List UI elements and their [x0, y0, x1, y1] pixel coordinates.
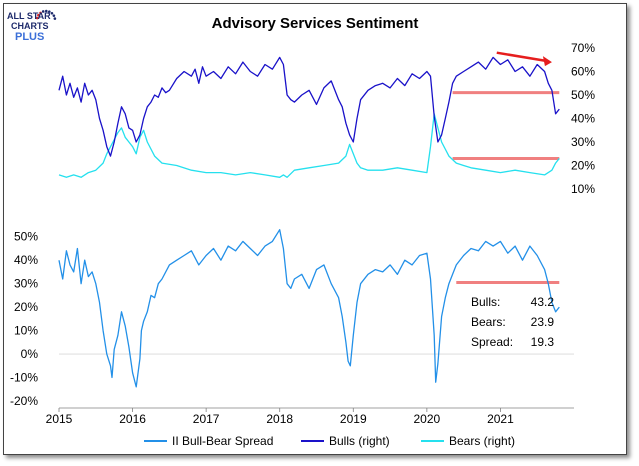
logo-dots-icon — [35, 9, 57, 20]
bottom-axis-tick-label: 0% — [21, 347, 39, 361]
series-layer — [58, 56, 560, 388]
stats-box: Bulls: 43.2 Bears: 23.9 Spread: 19.3 — [471, 295, 554, 349]
legend-label-bears: Bears (right) — [449, 434, 515, 448]
x-axis-tick-label: 2017 — [193, 412, 220, 426]
top-axis-tick-label: 40% — [571, 112, 595, 126]
trend-arrow-shaft — [496, 51, 547, 63]
stat-bears-value: 23.9 — [531, 315, 555, 329]
legend-label-spread: II Bull-Bear Spread — [172, 434, 273, 448]
logo: ALL STAR CHARTS PLUS — [7, 9, 57, 43]
bears-series-line — [58, 113, 560, 178]
legend: II Bull-Bear Spread Bulls (right) Bears … — [144, 434, 515, 448]
chart-svg: ALL STAR CHARTS PLUS Advisory Services S… — [7, 9, 595, 448]
logo-dot-icon — [35, 16, 39, 20]
bulls-series-line — [58, 56, 560, 157]
bottom-axis-tick-label: -20% — [10, 394, 38, 408]
bottom-axis-tick-label: 10% — [14, 324, 38, 338]
top-panel-right-axis: 70% 60% 50% 40% 30% 20% 10% — [571, 41, 595, 196]
bottom-panel-left-axis: 50% 40% 30% 20% 10% 0% -10% -20% — [10, 230, 574, 408]
spread-series-line — [58, 229, 560, 388]
stat-bulls-label: Bulls: — [471, 295, 500, 309]
logo-dot-icon — [44, 9, 48, 13]
top-axis-tick-label: 50% — [571, 88, 595, 102]
stat-bears-label: Bears: — [471, 315, 506, 329]
top-axis-tick-label: 30% — [571, 135, 595, 149]
x-axis: 2015 2016 2017 2018 2019 2020 2021 — [46, 407, 574, 426]
logo-line-3: PLUS — [15, 31, 44, 43]
highlight-lines — [452, 91, 560, 284]
x-axis-tick-label: 2020 — [414, 412, 441, 426]
x-axis-tick-label: 2016 — [119, 412, 146, 426]
stat-spread-value: 19.3 — [531, 335, 555, 349]
logo-dot-icon — [50, 11, 54, 15]
logo-dot-icon — [48, 10, 51, 13]
logo-dot-icon — [41, 10, 45, 13]
x-axis-tick-label: 2021 — [487, 412, 514, 426]
bottom-axis-tick-label: 50% — [14, 230, 38, 244]
logo-dot-icon — [52, 14, 56, 17]
top-axis-tick-label: 10% — [571, 182, 595, 196]
trend-arrow-head-icon — [542, 56, 552, 67]
x-axis-tick-label: 2019 — [340, 412, 367, 426]
legend-label-bulls: Bulls (right) — [329, 434, 390, 448]
bottom-axis-tick-label: 20% — [14, 300, 38, 314]
top-axis-tick-label: 20% — [571, 159, 595, 173]
logo-line-1: ALL STAR — [7, 11, 51, 21]
bottom-axis-tick-label: -10% — [10, 371, 38, 385]
stat-spread-label: Spread: — [471, 335, 513, 349]
logo-dot-icon — [37, 13, 40, 17]
trend-arrow — [496, 51, 552, 67]
logo-dot-icon — [53, 17, 57, 20]
chart-frame: ALL STAR CHARTS PLUS Advisory Services S… — [3, 3, 627, 455]
logo-line-2: CHARTS — [11, 21, 49, 31]
bottom-axis-tick-label: 30% — [14, 277, 38, 291]
bottom-axis-tick-label: 40% — [14, 253, 38, 267]
x-axis-tick-label: 2015 — [46, 412, 73, 426]
x-axis-tick-label: 2018 — [266, 412, 293, 426]
chart-title: Advisory Services Sentiment — [212, 15, 419, 32]
top-axis-tick-label: 70% — [571, 41, 595, 55]
logo-dot-icon — [39, 11, 42, 15]
top-axis-tick-label: 60% — [571, 65, 595, 79]
stat-bulls-value: 43.2 — [531, 295, 555, 309]
